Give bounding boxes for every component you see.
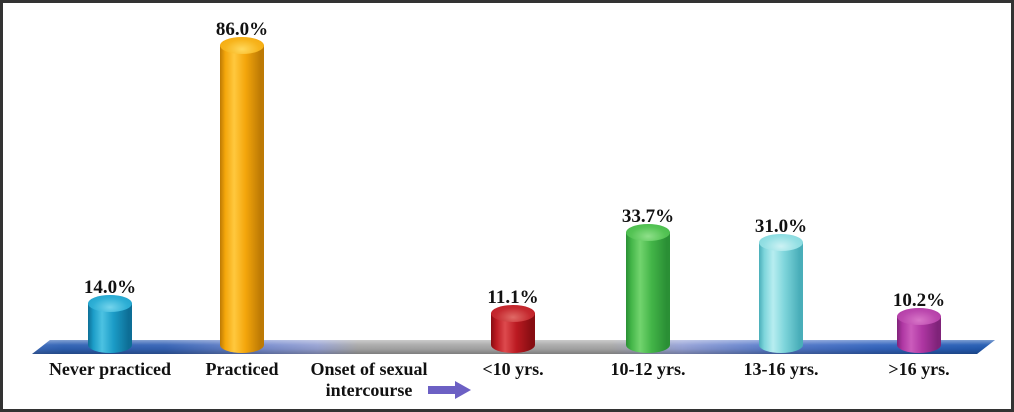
onset-annotation-label: Onset of sexual intercourse: [279, 359, 459, 401]
cylinder-top-13-16-yrs: [759, 234, 803, 251]
right-arrow-head: [455, 381, 471, 399]
category-label-never-practiced: Never practiced: [48, 359, 172, 379]
cylinder-bar-16-yrs: [897, 308, 941, 353]
right-arrow-icon: [428, 381, 471, 399]
cylinder-bar-never-practiced: [88, 295, 132, 353]
category-label-10-12-yrs: 10-12 yrs.: [610, 359, 686, 379]
cylinder-bar-practiced: [220, 37, 264, 353]
cylinder-bar-10-12-yrs: [626, 224, 670, 353]
value-label-10-12-yrs: 33.7%: [621, 206, 675, 227]
cylinder-top-never-practiced: [88, 295, 132, 312]
cylinder-top-10-yrs: [491, 305, 535, 322]
value-label-16-yrs: 10.2%: [892, 290, 946, 311]
value-label-never-practiced: 14.0%: [83, 277, 137, 298]
category-label-13-16-yrs: 13-16 yrs.: [743, 359, 819, 379]
right-arrow-shaft: [428, 386, 455, 394]
cylinder-bar-10-yrs: [491, 305, 535, 353]
onset-annotation-line1: Onset of sexual: [310, 359, 428, 379]
onset-annotation-line2: intercourse: [325, 380, 413, 400]
value-label-10-yrs: 11.1%: [487, 287, 539, 308]
category-label-16-yrs: >16 yrs.: [888, 359, 950, 379]
cylinder-bar-13-16-yrs: [759, 234, 803, 353]
cylinder-top-16-yrs: [897, 308, 941, 325]
cylinder-top-10-12-yrs: [626, 224, 670, 241]
value-label-13-16-yrs: 31.0%: [754, 216, 808, 237]
category-label-practiced: Practiced: [205, 359, 279, 379]
value-label-practiced: 86.0%: [215, 19, 269, 40]
category-label-10-yrs: <10 yrs.: [482, 359, 544, 379]
cylinder-top-practiced: [220, 37, 264, 54]
